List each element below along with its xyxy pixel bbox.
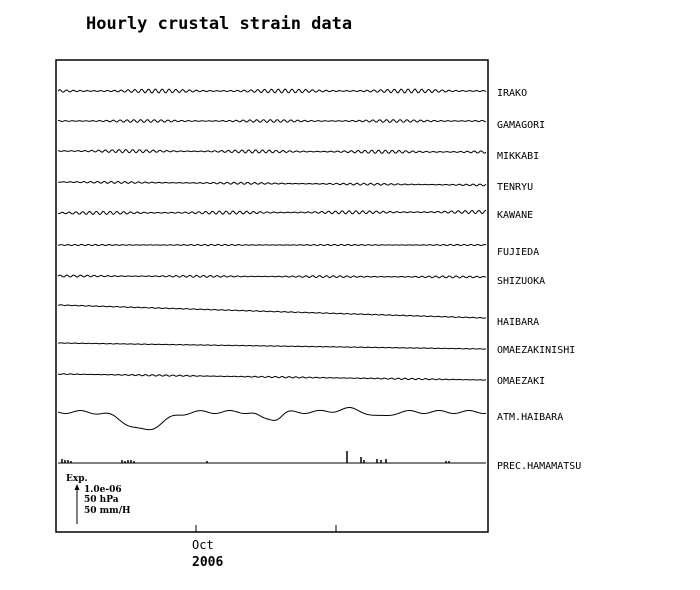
station-label: IRAKO (497, 88, 527, 99)
x-tick-label-oct: Oct (192, 538, 214, 552)
station-label: GAMAGORI (497, 120, 545, 131)
scale-legend-precip: 50 mm/H (84, 506, 131, 516)
station-label: KAWANE (497, 210, 533, 221)
trace-kawane (57, 209, 487, 216)
plot-frame (55, 59, 489, 533)
station-label-group: IRAKO GAMAGORI MIKKABI TENRYU KAWANE FUJIEDA S… (497, 88, 581, 472)
trace-shizuoka (57, 274, 487, 279)
trace-atm-haibara (57, 407, 487, 431)
station-label: ATM.HAIBARA (497, 412, 563, 423)
trace-tenryu (57, 180, 487, 187)
trace-omaezakinishi (57, 342, 487, 350)
scale-legend-pressure: 50 hPa (84, 495, 119, 505)
station-label: OMAEZAKI (497, 376, 545, 387)
station-label: MIKKABI (497, 151, 539, 162)
trace-fujieda (57, 243, 487, 247)
station-label: TENRYU (497, 182, 533, 193)
scale-legend-strain: 1.0e-06 (84, 485, 122, 495)
station-label: SHIZUOKA (497, 276, 545, 287)
station-label: PREC.HAMAMATSU (497, 461, 581, 472)
trace-gamagori (57, 119, 487, 123)
trace-mikkabi (57, 148, 487, 154)
station-label: FUJIEDA (497, 247, 539, 258)
scale-arrow-head (74, 484, 80, 490)
chart-title: Hourly crustal strain data (86, 14, 353, 34)
scale-legend-title: Exp. (66, 474, 88, 484)
trace-omaezaki (57, 373, 487, 381)
x-year-label: 2006 (192, 555, 223, 570)
trace-group (57, 88, 487, 464)
station-label: HAIBARA (497, 317, 539, 328)
trace-haibara (57, 304, 487, 319)
trace-irako (57, 88, 487, 94)
station-label: OMAEZAKINISHI (497, 345, 575, 356)
